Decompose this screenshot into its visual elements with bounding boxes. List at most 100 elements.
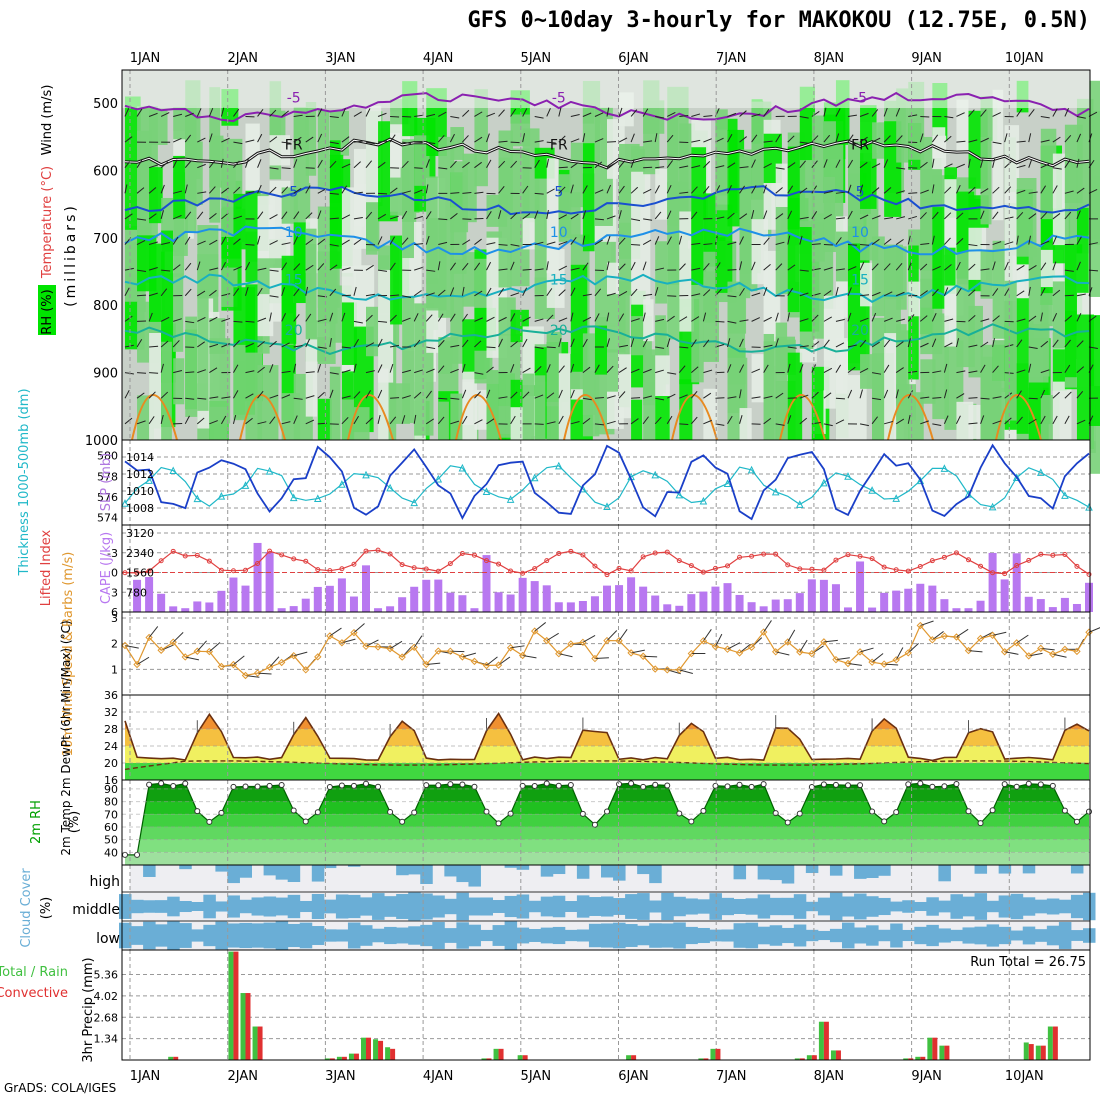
wind-barb xyxy=(413,414,417,424)
cloud-bar xyxy=(516,927,530,944)
rh-shading xyxy=(848,144,861,227)
wind-barb xyxy=(353,320,363,324)
wind-barb xyxy=(257,390,264,399)
cloud-layer-label: high xyxy=(89,874,120,890)
rh-shading xyxy=(245,190,261,282)
isotherm-line xyxy=(124,185,1090,216)
wind-barb xyxy=(293,397,303,400)
wind-barb xyxy=(763,620,772,633)
wind-barb xyxy=(558,186,566,194)
rh-legend-swatch xyxy=(38,285,56,335)
rh-marker xyxy=(989,807,996,814)
cloud-bar xyxy=(601,865,614,878)
cloud-bar xyxy=(1070,894,1084,919)
cloud-bar xyxy=(311,865,325,882)
cape-bar xyxy=(217,590,226,612)
wind-marker xyxy=(663,666,671,674)
cloud-bar xyxy=(504,865,518,868)
wind-barb xyxy=(968,650,983,653)
wind-barb xyxy=(462,191,472,194)
cloud-bar xyxy=(974,893,988,920)
rh-shading xyxy=(462,153,477,223)
rh-shading xyxy=(968,305,983,378)
cloud-bar xyxy=(601,923,614,948)
wind-barb xyxy=(1052,339,1059,348)
wind-barb xyxy=(835,133,840,143)
rh-shading xyxy=(1052,281,1065,349)
wind-barb xyxy=(618,391,626,399)
wind-barb xyxy=(124,372,134,375)
wind-barb xyxy=(1052,653,1067,658)
wind-barb xyxy=(233,320,243,323)
wind-barb xyxy=(450,192,460,194)
wind-barb xyxy=(859,368,869,374)
wind-barb xyxy=(196,417,205,425)
rh-shading xyxy=(980,249,994,299)
cloud-axis-title: Cloud Cover xyxy=(19,868,34,948)
precip-total-bar xyxy=(228,951,234,1060)
wind-barb xyxy=(666,236,672,245)
wind-barb xyxy=(703,339,710,348)
li-marker xyxy=(544,558,550,564)
cloud-bar xyxy=(866,865,879,879)
wind-barb xyxy=(799,269,809,272)
rh-shading xyxy=(329,366,341,469)
wind-barb xyxy=(920,420,929,425)
wind-barb xyxy=(811,364,817,373)
wind-barb xyxy=(534,346,544,349)
rh-shading xyxy=(305,243,317,323)
panel-bg xyxy=(122,950,1090,1060)
wind-barb xyxy=(1064,294,1074,297)
wind-barb xyxy=(1016,212,1024,220)
wind-barb xyxy=(426,113,436,117)
wind-barb xyxy=(763,364,769,373)
wind-barb xyxy=(124,267,134,271)
wind-barb xyxy=(450,420,460,425)
rh-shading xyxy=(378,269,394,383)
wind-barb xyxy=(390,294,400,297)
temp-band xyxy=(125,763,1089,780)
wind-barb xyxy=(594,288,602,297)
cape-bar xyxy=(181,608,190,612)
wind-barb xyxy=(329,160,337,169)
wind-barb xyxy=(654,416,662,425)
cloud-bar xyxy=(805,901,819,912)
wind-barb xyxy=(245,320,255,323)
wind-barb xyxy=(461,363,466,373)
wind-barb xyxy=(847,210,853,220)
cape-bar xyxy=(482,555,491,612)
cape-bar xyxy=(458,595,467,612)
wind-barb xyxy=(173,214,182,220)
wind-barb xyxy=(160,363,164,373)
wind-barb xyxy=(245,675,260,678)
wind-barb xyxy=(715,165,725,169)
precip-convective-bar xyxy=(799,1058,805,1060)
wind-barb xyxy=(642,108,649,117)
wind-barb xyxy=(148,391,156,399)
cape-bar xyxy=(988,552,997,612)
cape-bar xyxy=(289,606,298,612)
panel-bg xyxy=(122,440,1090,525)
wind-barb xyxy=(269,136,278,143)
rh-marker xyxy=(845,782,851,789)
wind-barb xyxy=(136,339,143,348)
wind-barb xyxy=(257,287,263,297)
wind-barb xyxy=(1064,339,1071,348)
cloud-bar xyxy=(637,893,650,920)
wind-barb xyxy=(751,292,761,297)
rh-shading xyxy=(980,136,992,225)
wind-barb xyxy=(799,187,808,194)
rh-shading xyxy=(1016,178,1037,257)
cloud-bar xyxy=(588,897,602,916)
wind-barb xyxy=(1028,133,1032,143)
wind-barb xyxy=(173,318,182,322)
wind-barb xyxy=(185,656,200,661)
wind-barb xyxy=(1076,210,1081,220)
thickness-marker xyxy=(121,499,129,507)
rh-marker xyxy=(375,783,382,790)
wind-barb xyxy=(546,141,556,144)
wind-barb xyxy=(823,267,833,271)
temp-tick-label: 20 xyxy=(104,757,118,770)
wind-barb xyxy=(257,109,264,117)
